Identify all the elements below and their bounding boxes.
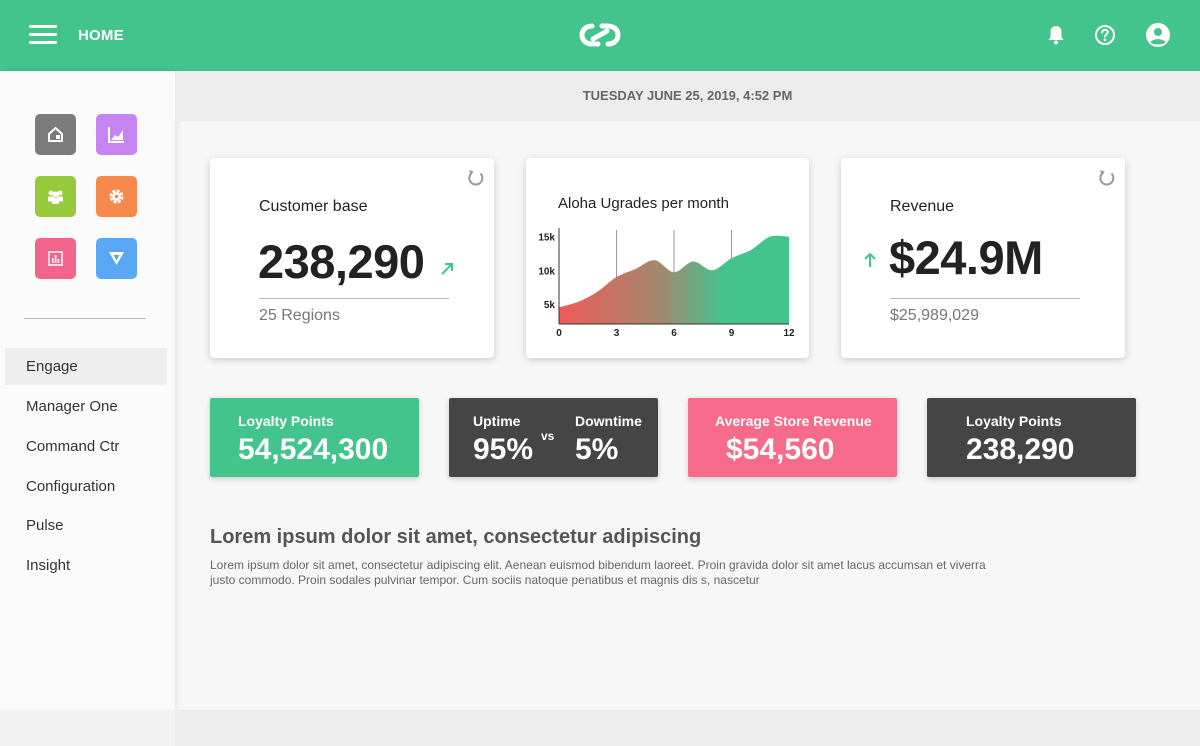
chart-area-series [559,235,789,324]
logo-icon[interactable] [578,21,622,49]
tile-label: Average Store Revenue [715,413,872,429]
analytics-app-tile[interactable] [96,114,137,155]
uptime-label: Uptime [473,413,521,429]
uptime-downtime-tile[interactable]: Uptime 95% vs Downtime 5% [449,398,658,477]
date-bar: TUESDAY JUNE 25, 2019, 4:52 PM [175,71,1200,121]
user-icon[interactable] [1145,22,1171,48]
chart-icon [108,127,124,143]
customer-base-value: 238,290 [258,235,425,288]
x-tick-label: 0 [556,328,562,339]
refresh-icon[interactable] [1097,168,1117,188]
gear-icon [109,189,124,204]
loyalty-points-tile-2[interactable]: Loyalty Points 238,290 [927,398,1136,477]
sidebar-item-insight[interactable]: Insight [26,557,71,574]
bell-icon[interactable] [1043,22,1069,48]
card-divider [890,298,1080,299]
vs-label: vs [541,429,555,443]
people-app-tile[interactable] [35,176,76,217]
downtime-value: 5% [575,433,619,466]
x-tick-label: 6 [671,328,677,339]
settings-app-tile[interactable] [96,176,137,217]
home-app-tile[interactable] [35,114,76,155]
loyalty-points-tile[interactable]: Loyalty Points 54,524,300 [210,398,419,477]
sidebar-item-manager-one[interactable]: Manager One [26,398,118,415]
menu-icon[interactable] [29,24,57,46]
filter-app-tile[interactable] [96,238,137,279]
uptime-value: 95% [473,433,534,466]
revenue-value: $24.9M [889,231,1043,284]
trend-up-icon [441,263,453,275]
x-tick-label: 3 [614,328,620,339]
tile-value: 238,290 [966,433,1075,466]
arrow-up-icon [864,252,876,267]
chart-title: Aloha Ugrades per month [558,195,729,212]
x-tick-label: 9 [729,328,735,339]
tile-label: Loyalty Points [966,413,1062,429]
revenue-card: Revenue $24.9M $25,989,029 [841,158,1125,358]
refresh-icon[interactable] [466,168,486,188]
revenue-exact: $25,989,029 [890,307,979,324]
home-link[interactable]: HOME [78,27,124,44]
card-title: Revenue [890,198,955,215]
people-icon [48,190,63,204]
bar-chart-icon [48,251,63,266]
filter-icon [109,252,124,265]
y-tick-label: 15k [538,233,555,244]
y-tick-label: 10k [538,266,555,277]
sidebar-item-configuration[interactable]: Configuration [26,478,116,495]
sidebar-divider [24,318,146,319]
downtime-label: Downtime [575,413,642,429]
footer-bar [175,710,1200,746]
tile-value: $54,560 [726,433,835,466]
tile-value: 54,524,300 [238,433,389,466]
top-bar: HOME [0,0,1200,71]
upgrades-chart-card: Aloha Ugrades per month 5k 10k 15k 0 3 6 9 12 [526,158,809,358]
reports-app-tile[interactable] [35,238,76,279]
help-icon[interactable] [1092,22,1118,48]
sidebar-footer [0,710,175,746]
tile-label: Loyalty Points [238,413,334,429]
section-heading: Lorem ipsum dolor sit amet, consectetur … [210,526,702,548]
sidebar-item-engage[interactable]: Engage [5,348,167,385]
card-title: Customer base [259,198,368,215]
home-icon [48,126,63,142]
regions-count: 25 Regions [259,307,340,324]
sidebar: Engage Manager One Command Ctr Configura… [0,71,175,710]
section-body: Lorem ipsum dolor sit amet, consectetur … [210,558,986,587]
sidebar-item-command-ctr[interactable]: Command Ctr [26,438,120,455]
customer-base-card: Customer base 238,290 25 Regions [210,158,494,358]
average-store-revenue-tile[interactable]: Average Store Revenue $54,560 [688,398,897,477]
sidebar-item-pulse[interactable]: Pulse [26,517,64,534]
x-tick-label: 12 [783,328,795,339]
card-divider [259,298,449,299]
y-tick-label: 5k [544,300,556,311]
upgrades-area-chart: 5k 10k 15k 0 3 6 9 12 [538,228,795,339]
